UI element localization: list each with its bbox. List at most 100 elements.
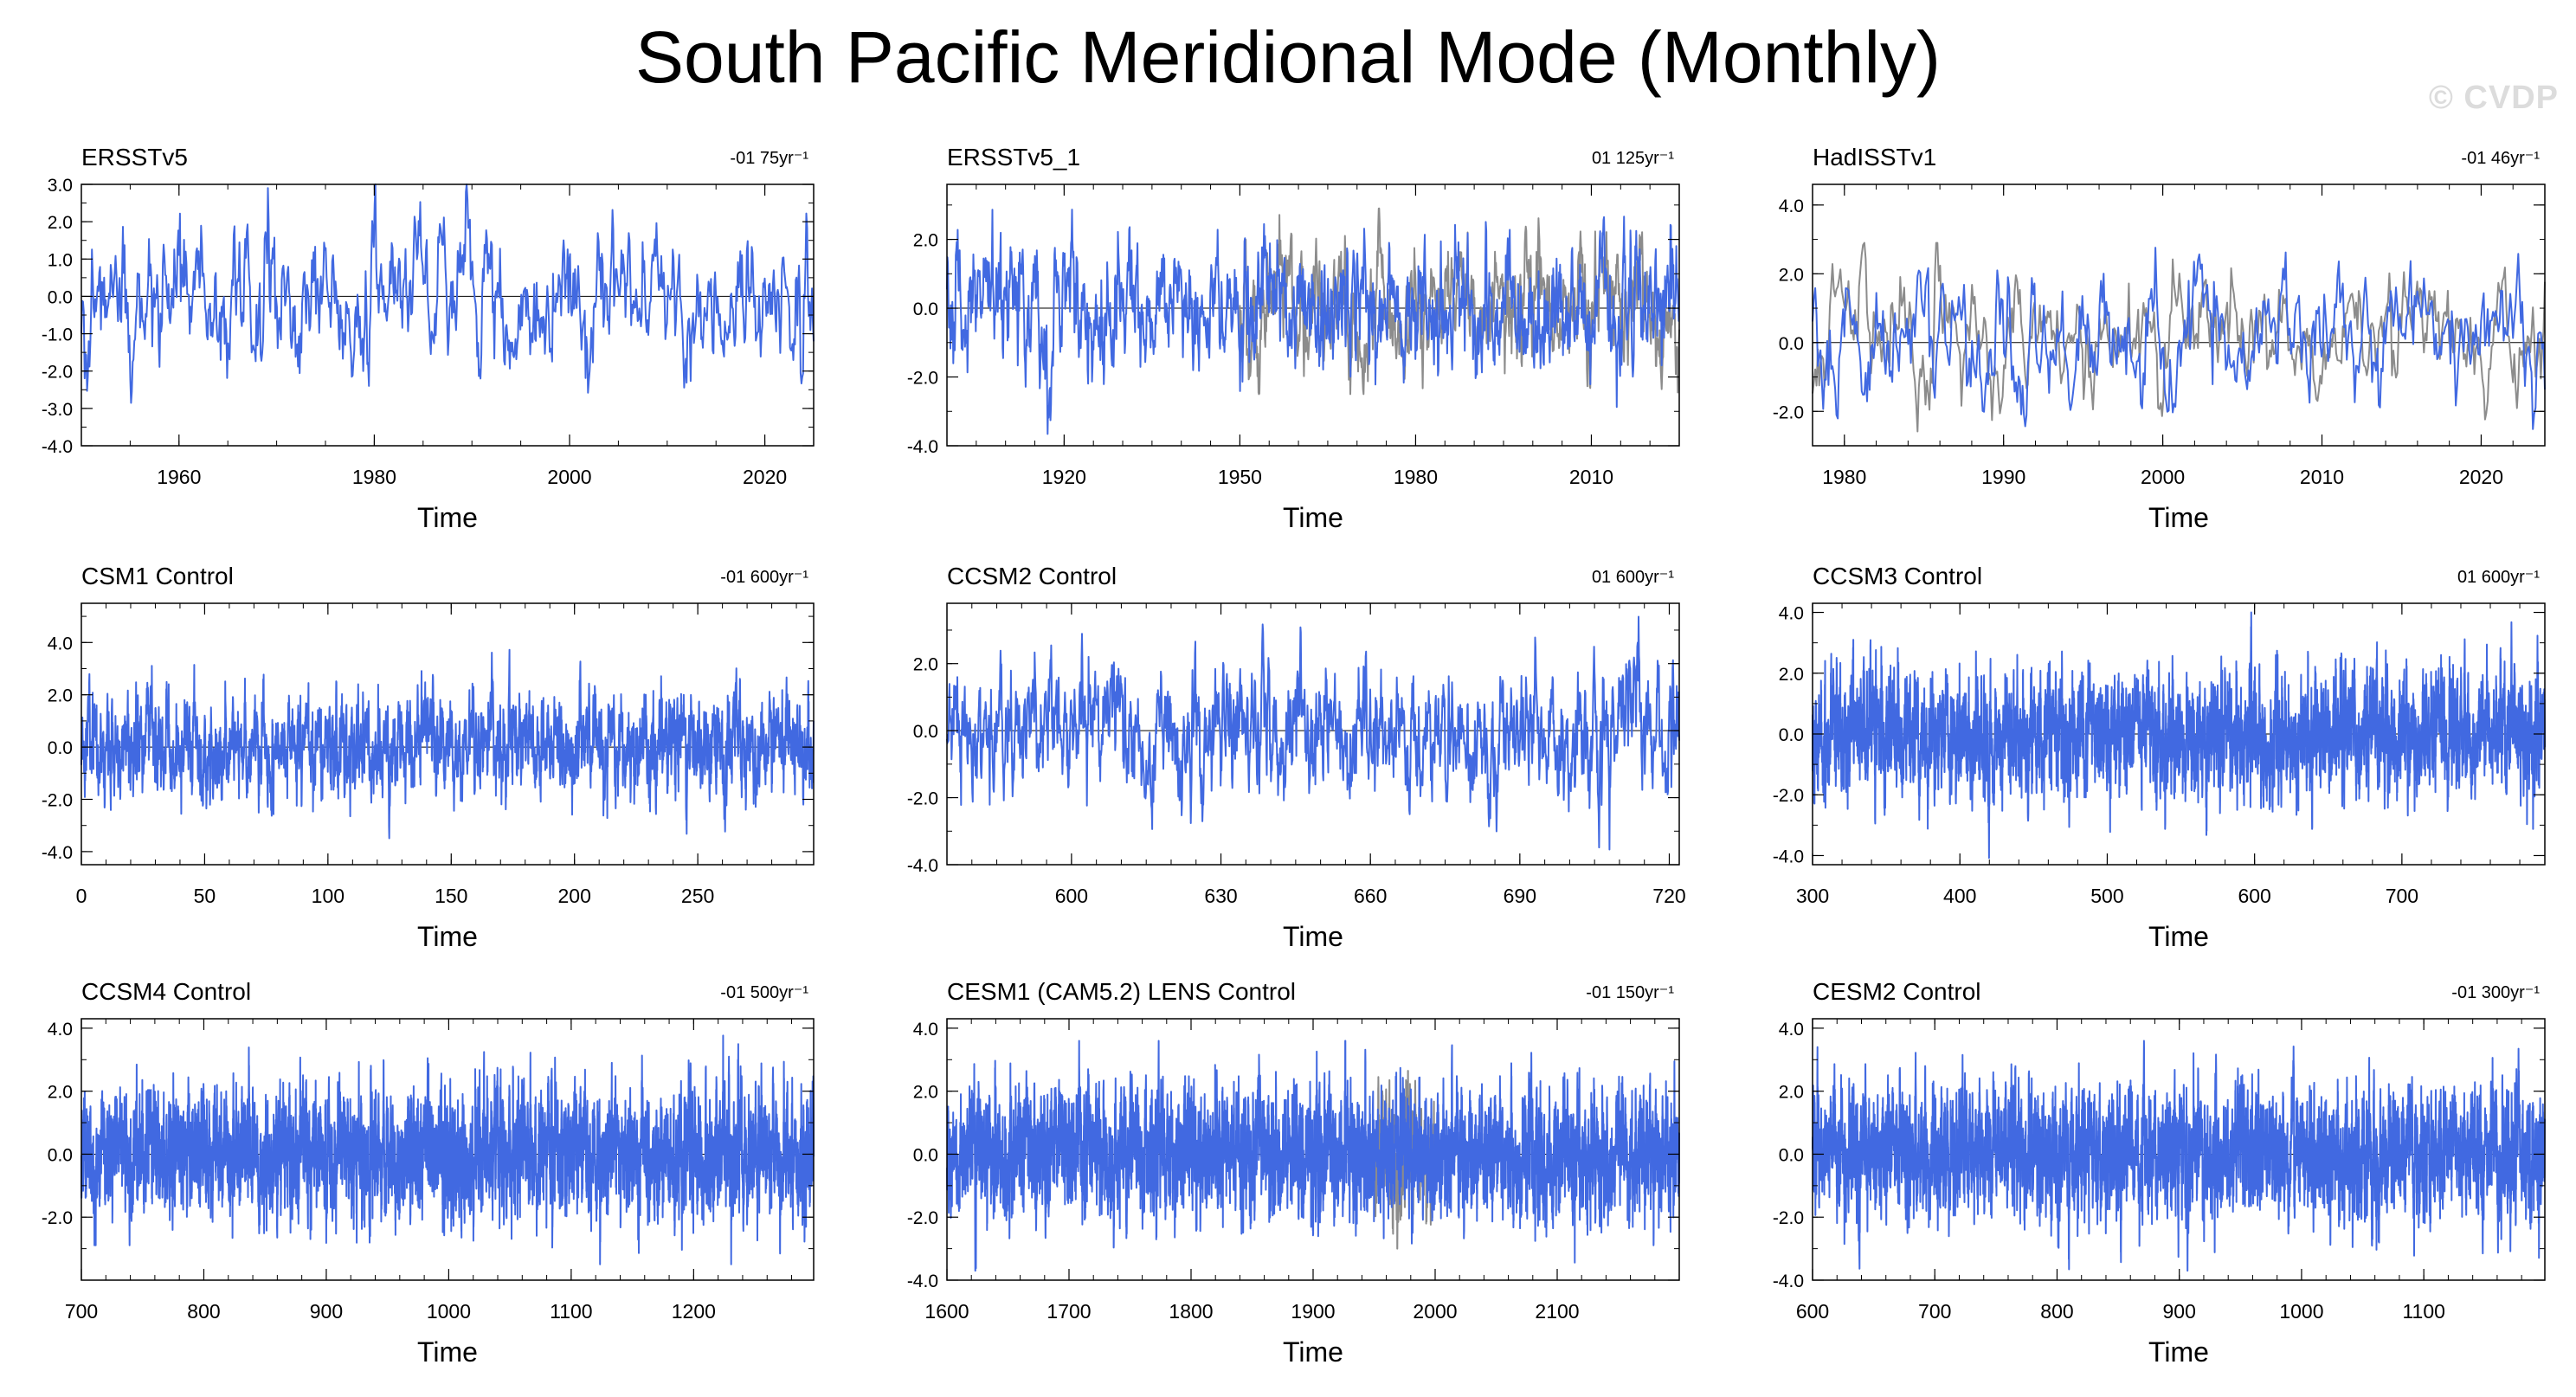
panel-period: -01 300yr⁻¹ — [2451, 983, 2540, 1002]
y-tick-label: 0.0 — [913, 722, 938, 742]
y-tick-label: -2.0 — [1773, 1208, 1804, 1228]
series-line-1 — [1812, 611, 2546, 859]
y-tick-label: 4.0 — [1779, 604, 1804, 624]
y-tick-label: 0.0 — [48, 287, 73, 307]
x-tick-label: 600 — [2238, 885, 2270, 907]
y-tick-label: 1.0 — [48, 250, 73, 270]
panel-period: 01 600yr⁻¹ — [2457, 568, 2540, 587]
y-tick-label: 4.0 — [1779, 196, 1804, 216]
panel-period: 01 125yr⁻¹ — [1592, 149, 1674, 168]
y-tick-label: 0.0 — [48, 1145, 73, 1165]
x-axis-title: Time — [1283, 502, 1343, 533]
x-axis-title: Time — [1283, 1336, 1343, 1368]
x-tick-label: 1980 — [1822, 466, 1866, 488]
y-tick-label: 2.0 — [913, 655, 938, 675]
x-tick-label: 2010 — [2300, 466, 2344, 488]
x-tick-label: 2100 — [1535, 1300, 1579, 1323]
y-tick-label: -4.0 — [907, 856, 938, 876]
series-line-1 — [946, 1040, 1680, 1272]
panel-title: CESM1 (CAM5.2) LENS Control — [947, 978, 1296, 1005]
x-axis-title: Time — [417, 502, 478, 533]
y-tick-label: -2.0 — [1773, 786, 1804, 806]
x-tick-label: 690 — [1504, 885, 1536, 907]
x-axis-title: Time — [417, 1336, 478, 1368]
panel-period: -01 600yr⁻¹ — [720, 568, 808, 587]
panel-title: CCSM3 Control — [1813, 563, 1982, 589]
series-line-1 — [1812, 1040, 2546, 1272]
y-tick-label: -2.0 — [42, 791, 73, 811]
y-tick-label: -2.0 — [907, 1208, 938, 1228]
x-tick-label: 200 — [558, 885, 591, 907]
x-tick-label: 50 — [194, 885, 216, 907]
panel-title: HadISSTv1 — [1813, 144, 1936, 171]
y-tick-label: -2.0 — [42, 1208, 73, 1228]
y-tick-label: 0.0 — [913, 1145, 938, 1165]
x-tick-label: 2000 — [1413, 1300, 1457, 1323]
y-tick-label: 4.0 — [913, 1020, 938, 1040]
x-tick-label: 0 — [76, 885, 87, 907]
y-tick-label: 2.0 — [1779, 665, 1804, 685]
x-axis-title: Time — [2148, 1336, 2209, 1368]
plot-frame — [1812, 183, 2546, 447]
x-tick-label: 2020 — [2459, 466, 2503, 488]
plot-frame — [1812, 1018, 2546, 1281]
x-tick-label: 1960 — [157, 466, 201, 488]
x-tick-label: 600 — [1055, 885, 1088, 907]
y-tick-label: 2.0 — [1779, 265, 1804, 285]
cvdp-watermark: © CVDP — [2428, 80, 2559, 116]
y-tick-label: 2.0 — [913, 1083, 938, 1103]
y-tick-label: -1.0 — [42, 325, 73, 345]
series-line-1 — [1812, 247, 2546, 430]
x-tick-label: 1200 — [672, 1300, 716, 1323]
y-tick-label: -2.0 — [1773, 402, 1804, 422]
x-tick-label: 300 — [1796, 885, 1829, 907]
series-line-2 — [1812, 241, 2546, 433]
y-tick-label: -4.0 — [42, 843, 73, 863]
panel-period: -01 500yr⁻¹ — [720, 983, 808, 1002]
panel-title: CCSM2 Control — [947, 563, 1117, 589]
x-tick-label: 2010 — [1569, 466, 1613, 488]
x-tick-label: 1980 — [1394, 466, 1438, 488]
series-line-1 — [946, 209, 1680, 435]
x-axis-title: Time — [417, 921, 478, 952]
chart-panel-4: CSM1 Control -01 600yr⁻¹ 0 50 100 150 200 250 -4… — [42, 563, 815, 952]
x-axis-title: Time — [1283, 921, 1343, 952]
x-tick-label: 1000 — [2279, 1300, 2323, 1323]
page-title: South Pacific Meridional Mode (Monthly) — [635, 16, 1941, 98]
series-line-1 — [80, 183, 815, 404]
y-tick-label: 4.0 — [48, 1020, 73, 1040]
chart-panel-1: ERSSTv5 -01 75yr⁻¹ 1960 1980 2000 2020 -4.0 -3.… — [42, 144, 815, 533]
plot-frame — [946, 602, 1680, 866]
y-tick-label: 2.0 — [48, 686, 73, 706]
y-tick-label: -4.0 — [1773, 1271, 1804, 1291]
series-line-1 — [80, 1034, 815, 1265]
panel-title: CCSM4 Control — [81, 978, 251, 1005]
panel-period: -01 150yr⁻¹ — [1586, 983, 1674, 1002]
x-tick-label: 1950 — [1218, 466, 1262, 488]
x-tick-label: 1600 — [924, 1300, 969, 1323]
chart-panel-2: ERSSTv5_1 01 125yr⁻¹ 1920 1950 1980 2010 -4.0 -… — [907, 144, 1680, 533]
y-tick-label: -3.0 — [42, 400, 73, 420]
y-tick-label: 0.0 — [913, 299, 938, 319]
x-tick-label: 900 — [2163, 1300, 2196, 1323]
x-tick-label: 250 — [681, 885, 714, 907]
x-tick-label: 1990 — [1981, 466, 2025, 488]
x-tick-label: 700 — [65, 1300, 98, 1323]
x-tick-label: 600 — [1796, 1300, 1829, 1323]
y-tick-label: -4.0 — [1773, 847, 1804, 866]
x-tick-label: 500 — [2090, 885, 2123, 907]
y-tick-label: 0.0 — [1779, 334, 1804, 354]
plot-frame — [80, 602, 815, 866]
x-tick-label: 400 — [1943, 885, 1976, 907]
y-tick-label: 2.0 — [48, 1083, 73, 1103]
chart-panel-7: CCSM4 Control -01 500yr⁻¹ 700 800 900 1000 110… — [42, 978, 815, 1368]
y-tick-label: 4.0 — [1779, 1020, 1804, 1040]
y-tick-label: -4.0 — [907, 1271, 938, 1291]
y-tick-label: -2.0 — [42, 363, 73, 383]
x-tick-label: 1000 — [427, 1300, 471, 1323]
y-tick-label: 3.0 — [48, 176, 73, 196]
panel-title: ERSSTv5_1 — [947, 144, 1080, 171]
x-tick-label: 2000 — [547, 466, 591, 488]
x-tick-label: 1980 — [352, 466, 396, 488]
panel-period: 01 600yr⁻¹ — [1592, 568, 1674, 587]
